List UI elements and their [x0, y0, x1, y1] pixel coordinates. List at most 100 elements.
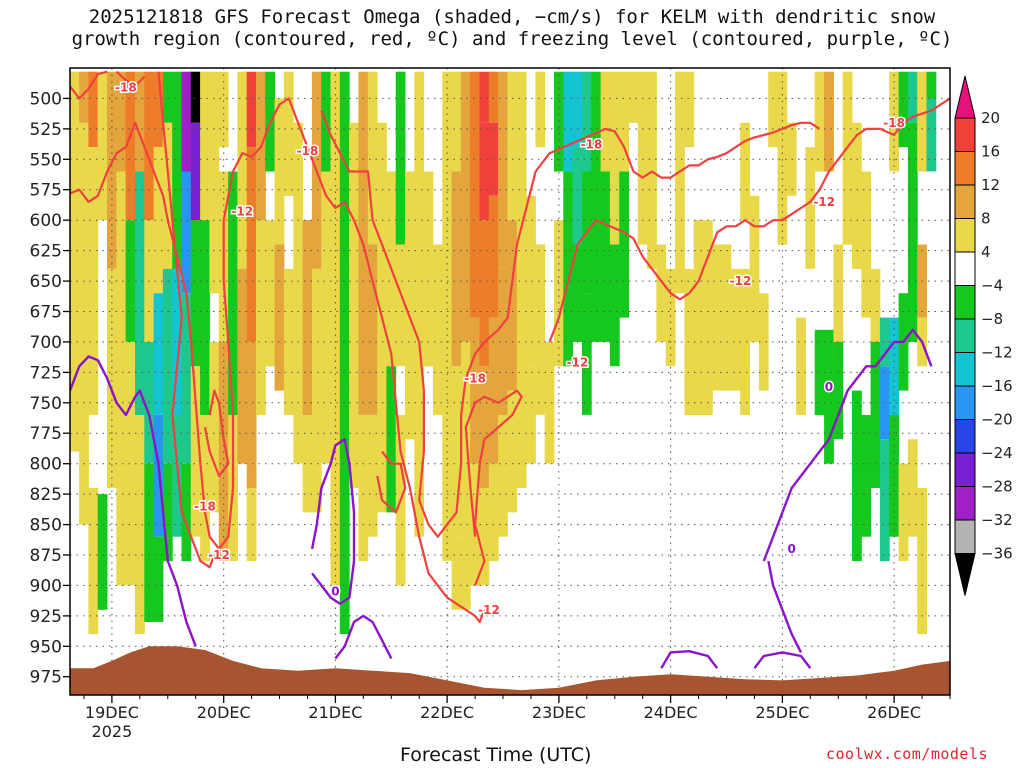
freezing-label: 0	[825, 380, 833, 394]
omega-cell	[609, 244, 620, 367]
colorbar-box	[954, 285, 976, 320]
freezing-contour-0	[767, 560, 803, 653]
dgz-label: -12	[730, 274, 752, 288]
omega-cell	[926, 71, 937, 99]
omega-cell	[405, 171, 415, 294]
omega-cell	[321, 171, 331, 342]
omega-cell	[879, 439, 890, 561]
terrain	[70, 646, 950, 695]
omega-cell	[842, 71, 853, 245]
omega-cell	[498, 268, 508, 415]
omega-cell	[684, 268, 695, 415]
freezing-label: 0	[788, 542, 796, 556]
omega-cell	[358, 195, 369, 415]
y-tick-label: 950	[30, 637, 62, 657]
dgz-contour-m12	[70, 97, 486, 624]
omega-cell	[395, 244, 406, 367]
omega-cell	[488, 71, 499, 123]
omega-cell	[153, 71, 164, 148]
omega-cell	[172, 415, 182, 537]
omega-cell	[246, 147, 257, 342]
chart-title-line2: growth region (contoured, red, ºC) and f…	[71, 28, 953, 50]
omega-cell	[246, 341, 257, 488]
omega-cell	[563, 268, 574, 367]
omega-cell	[488, 463, 499, 562]
omega-cell	[283, 71, 294, 196]
colorbar-box	[954, 486, 976, 521]
omega-cell	[423, 171, 434, 367]
colorbar-box	[954, 151, 976, 186]
omega-cell	[237, 268, 248, 464]
omega-cell	[917, 71, 927, 172]
omega-cell	[730, 268, 741, 391]
colorbar-box	[954, 318, 976, 353]
omega-cell	[162, 71, 173, 123]
colorbar-label: 16	[981, 143, 1000, 161]
omega-cell	[181, 463, 192, 562]
omega-cell	[628, 71, 639, 123]
dgz-label: -18	[883, 116, 905, 130]
omega-cell	[665, 268, 676, 367]
colorbar-box	[954, 184, 976, 219]
dgz-label: -18	[581, 138, 603, 152]
omega-cell	[889, 415, 899, 537]
omega-cell	[358, 415, 369, 562]
omega-cell	[358, 71, 369, 196]
omega-cell	[181, 293, 192, 464]
omega-cell	[79, 71, 89, 123]
omega-cell	[907, 71, 918, 123]
freezing-label: 0	[331, 585, 339, 599]
omega-cell	[125, 341, 136, 586]
colorbar-label: −12	[981, 344, 1013, 362]
omega-cell	[367, 71, 378, 245]
omega-cell	[907, 439, 918, 537]
omega-cell	[488, 317, 499, 464]
omega-cell	[432, 244, 443, 415]
omega-cell	[349, 122, 359, 269]
dgz-label: -12	[208, 548, 230, 562]
dgz-label: -12	[478, 603, 500, 617]
omega-cell	[535, 71, 546, 148]
omega-cell	[712, 244, 723, 391]
omega-cell	[330, 415, 341, 586]
omega-cell	[200, 415, 210, 562]
omega-cell	[563, 171, 574, 269]
omega-cell	[572, 71, 583, 148]
omega-cell	[898, 463, 909, 562]
x-tick-sublabel: 2025	[92, 722, 133, 741]
omega-cell	[218, 341, 229, 561]
y-tick-label: 850	[30, 516, 62, 536]
omega-cell	[470, 171, 480, 318]
colorbar-label: −28	[981, 478, 1013, 496]
omega-cell	[703, 220, 713, 415]
omega-cell	[274, 244, 285, 391]
omega-cell	[758, 293, 769, 391]
x-tick-label: 23DEC	[532, 703, 586, 722]
colorbar-arrow-bottom	[954, 553, 976, 596]
colorbar-box	[954, 218, 976, 253]
omega-cell	[637, 71, 648, 245]
omega-cell	[451, 171, 462, 367]
omega-cell	[675, 71, 685, 172]
freezing-contour-0	[334, 614, 393, 660]
omega-cell	[190, 366, 201, 537]
omega-cell	[870, 341, 881, 488]
x-tick-label: 24DEC	[644, 703, 698, 722]
freezing-contour-0	[310, 438, 356, 605]
omega-cell	[88, 147, 99, 415]
dgz-contour-m18	[203, 389, 230, 477]
freezing-contour-0	[660, 650, 719, 669]
chart-title: 2025121818 GFS Forecast Omega (shaded, −…	[0, 6, 1024, 50]
omega-cell	[572, 244, 583, 342]
omega-cell	[135, 71, 145, 172]
colorbar-label: −20	[981, 411, 1013, 429]
omega-cell	[526, 366, 536, 464]
y-tick-label: 500	[30, 89, 62, 109]
omega-cell	[581, 293, 592, 415]
dgz-contour-m18	[70, 70, 108, 100]
omega-cell	[619, 71, 629, 172]
omega-cell	[190, 220, 201, 367]
omega-cell	[479, 488, 490, 586]
